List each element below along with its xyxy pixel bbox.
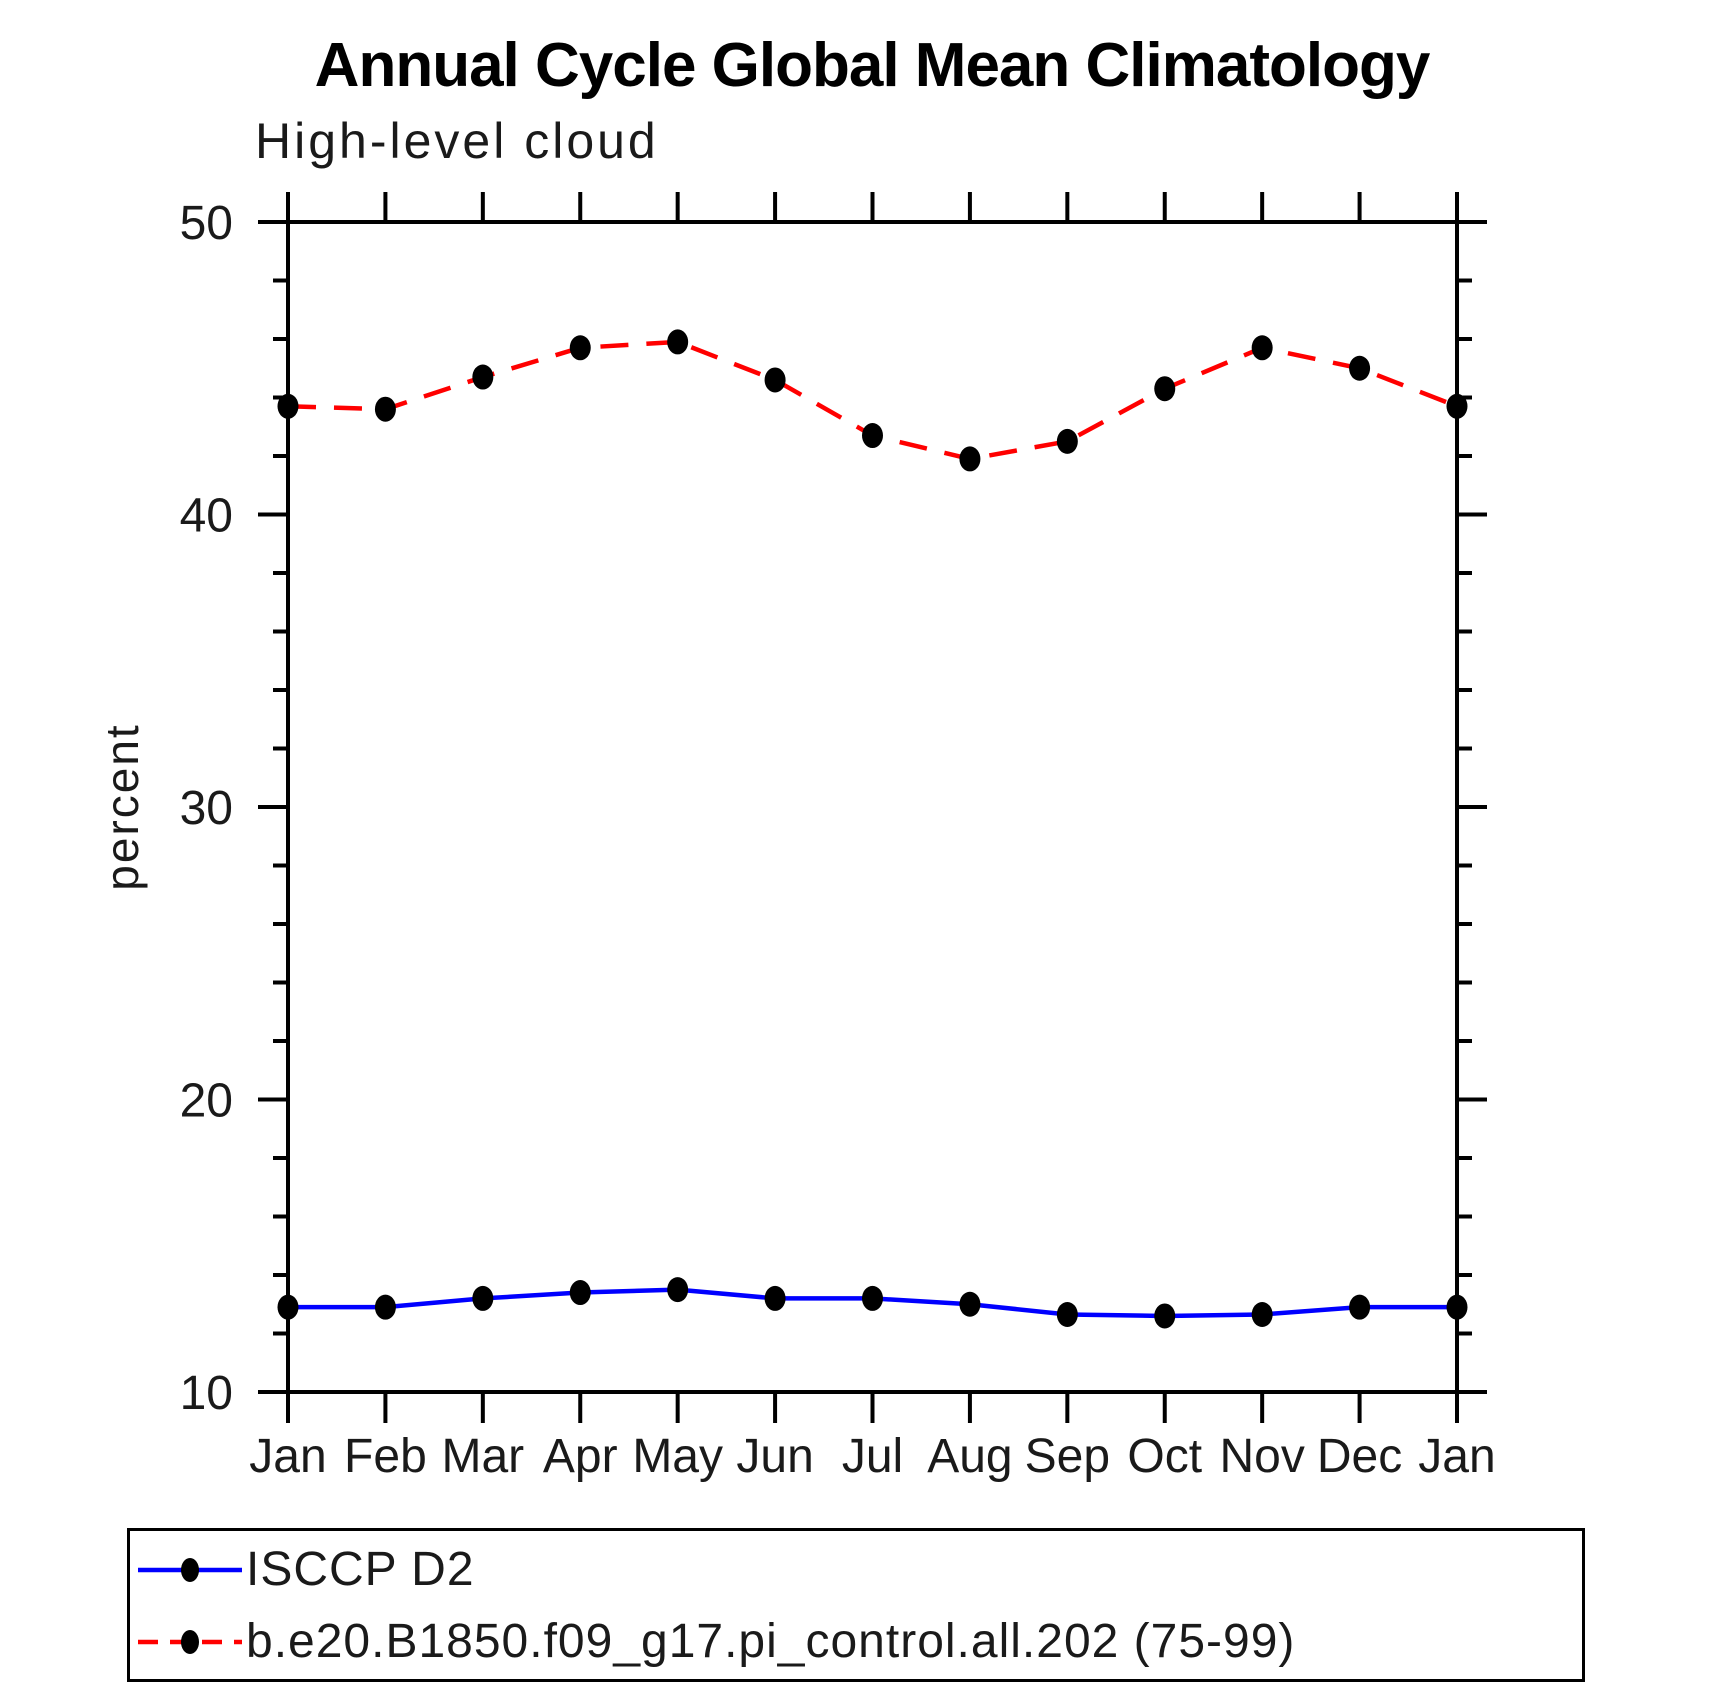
data-point-marker: [277, 1294, 299, 1320]
legend-sample-solid-line: [138, 1558, 242, 1582]
data-point-marker: [1251, 335, 1273, 361]
x-tick-label: Jan: [1418, 1430, 1495, 1483]
legend-label-model: b.e20.B1850.f09_g17.pi_control.all.202 (…: [246, 1615, 1296, 1668]
data-point-marker: [1056, 1301, 1078, 1327]
legend-marker-circle: [181, 1558, 199, 1582]
x-tick-label: Feb: [344, 1430, 427, 1483]
data-point-marker: [1349, 355, 1371, 381]
data-point-marker: [277, 393, 299, 419]
data-point-marker: [1056, 428, 1078, 454]
data-point-marker: [1251, 1301, 1273, 1327]
data-point-marker: [959, 1291, 981, 1317]
data-point-marker: [472, 1285, 494, 1311]
legend-sample-dashed-line: [138, 1630, 242, 1654]
data-point-marker: [764, 367, 786, 393]
data-point-marker: [569, 335, 591, 361]
x-tick-label: Jul: [842, 1430, 903, 1483]
x-tick-label: Oct: [1127, 1430, 1202, 1483]
chart-subtitle: High-level cloud: [255, 113, 659, 169]
y-tick-label: 50: [180, 197, 233, 250]
x-tick-label: Jan: [249, 1430, 326, 1483]
legend-label-isccp: ISCCP D2: [246, 1543, 475, 1596]
data-point-marker: [1349, 1294, 1371, 1320]
data-point-marker: [374, 1294, 396, 1320]
y-tick-label: 30: [180, 782, 233, 835]
data-point-marker: [1446, 1294, 1468, 1320]
data-point-marker: [667, 329, 689, 355]
legend-entry-model: b.e20.B1850.f09_g17.pi_control.all.202 (…: [134, 1617, 1295, 1667]
data-point-marker: [1446, 393, 1468, 419]
data-point-marker: [667, 1277, 689, 1303]
x-tick-label: Aug: [927, 1430, 1012, 1483]
data-point-marker: [862, 423, 883, 449]
legend-box: ISCCP D2 b.e20.B1850.f09_g17.pi_control.…: [127, 1528, 1585, 1682]
x-tick-label: Mar: [441, 1430, 524, 1483]
data-point-marker: [1154, 376, 1176, 402]
x-tick-label: May: [632, 1430, 723, 1483]
data-point-marker: [1154, 1303, 1176, 1329]
x-tick-label: Sep: [1025, 1430, 1110, 1483]
data-point-marker: [472, 364, 494, 390]
plot-area: 10 20 30 40 50 Jan Feb Mar Apr May Jun Jul Aug Sep Oct…: [180, 192, 1496, 1483]
x-tick-label: Jun: [736, 1430, 813, 1483]
legend-entry-isccp: ISCCP D2: [134, 1545, 475, 1595]
data-point-marker: [959, 446, 981, 472]
data-point-marker: [764, 1285, 786, 1311]
legend-marker-circle: [181, 1630, 199, 1654]
x-tick-label: Dec: [1317, 1430, 1402, 1483]
y-tick-label: 20: [180, 1075, 233, 1128]
data-point-marker: [569, 1280, 591, 1306]
data-point-marker: [374, 396, 396, 422]
chart-title: Annual Cycle Global Mean Climatology: [314, 31, 1431, 100]
y-tick-label: 10: [180, 1367, 233, 1420]
data-point-marker: [862, 1285, 883, 1311]
x-tick-label: Nov: [1219, 1430, 1304, 1483]
y-tick-label: 40: [180, 490, 233, 543]
x-tick-label: Apr: [543, 1430, 618, 1483]
